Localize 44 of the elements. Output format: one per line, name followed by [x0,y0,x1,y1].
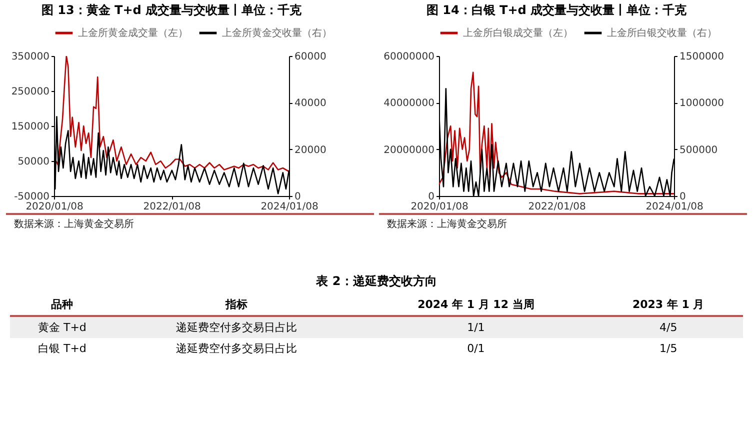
y-tick-label: 0 [428,192,434,202]
legend-label: 上金所黄金成交量（左） [78,27,188,39]
x-tick-label: 2022/01/08 [143,202,201,212]
y-tick-label: 20000000 [384,144,434,156]
text: 4/5 [594,316,743,338]
text: 白银 T+d [37,341,88,357]
legend-label: 上金所白银成交量（左） [463,27,573,39]
y2-tick-label: 500000 [680,144,718,156]
y-tick-label: 50000 [18,156,50,168]
y-tick-label: 150000 [11,122,50,132]
source-note: 数据来源：上海黄金交易所 [379,213,747,233]
y2-tick-label: 0 [680,192,686,202]
text: 2024 年 1 月 12 当周 [358,294,594,316]
source-note: 数据来源：上海黄金交易所 [6,213,374,233]
text: 指标 [114,294,358,316]
y2-tick-label: 1000000 [680,98,724,110]
text: 品种 [10,294,114,316]
text: 2023 年 1 月 [594,294,743,316]
y-tick-label: 60000000 [384,52,434,62]
x-tick-label: 2024/01/08 [646,202,704,212]
y2-tick-label: 0 [294,192,301,202]
text: 1/5 [658,341,678,357]
text: 递延费空付多交易日占比 [174,341,298,357]
chart-title: 图 13：黄金 T+d 成交量与交收量丨单位：千克 [41,3,303,17]
y-tick-label: 40000000 [384,98,434,110]
y2-tick-label: 40000 [294,98,326,110]
chart-title: 图 14：白银 T+d 成交量与交收量丨单位：千克 [426,3,688,17]
x-tick-label: 2022/01/08 [528,202,586,212]
text: 1/1 [358,316,594,338]
y2-tick-label: 1500000 [680,52,724,62]
x-tick-label: 2020/01/08 [26,202,84,212]
x-tick-label: 2020/01/08 [410,202,468,212]
legend-label: 上金所白银交收量（右） [607,27,717,39]
text: 递延费空付多交易日占比 [114,316,358,338]
text: 表 2：递延费交收方向 [315,273,438,290]
y2-tick-label: 60000 [294,52,326,62]
text: 黄金 T+d [10,316,114,338]
y-tick-label: 350000 [11,52,50,62]
text: 0/1 [466,341,486,357]
y-tick-label: 250000 [11,86,50,98]
legend-label: 上金所黄金交收量（右） [222,27,332,39]
y-tick-label: -50000 [14,192,50,202]
y2-tick-label: 20000 [294,144,326,156]
x-tick-label: 2024/01/08 [260,202,318,212]
